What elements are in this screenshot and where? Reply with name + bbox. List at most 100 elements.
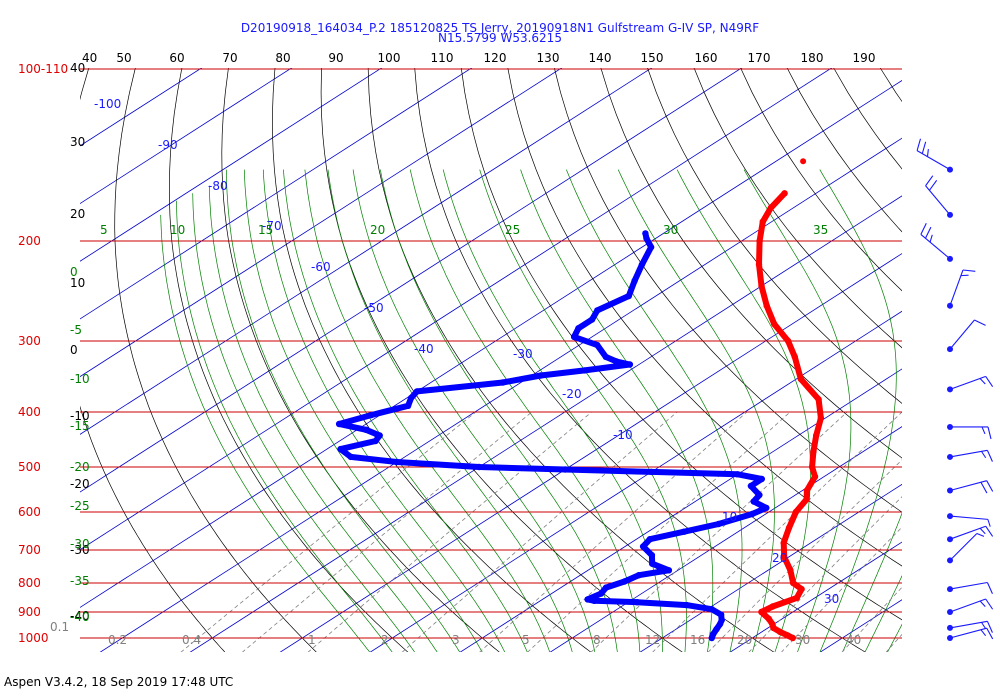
moist-adiabat-line bbox=[379, 169, 618, 652]
dry-adiabat-line bbox=[647, 68, 902, 404]
temperature-trace-point bbox=[803, 496, 810, 503]
top-temp-label: 60 bbox=[169, 51, 184, 65]
wind-barb-flag bbox=[987, 519, 991, 527]
mixing-ratio-line bbox=[885, 633, 902, 652]
wind-barb-shaft bbox=[949, 375, 986, 390]
dewpoint-trace-point bbox=[749, 510, 756, 518]
temperature-trace-point bbox=[758, 282, 765, 290]
left-temp-c-label: 0 bbox=[70, 265, 78, 279]
temperature-trace-point bbox=[797, 375, 804, 383]
dry-adiabat-line bbox=[320, 68, 683, 652]
temperature-trace-point bbox=[813, 432, 820, 439]
temperature-trace-point bbox=[769, 603, 776, 610]
dewpoint-trace-point bbox=[750, 498, 757, 505]
moist-adiabat-line bbox=[617, 169, 775, 652]
temperature-trace-point bbox=[810, 448, 817, 455]
dewpoint-trace-point bbox=[713, 626, 720, 633]
temperature-trace-point bbox=[811, 473, 819, 480]
left-temp-c-label: -40 bbox=[70, 610, 90, 624]
dewpoint-trace-point bbox=[537, 372, 544, 379]
wind-barb-shaft bbox=[949, 581, 988, 590]
isotherm-label: -80 bbox=[208, 179, 228, 193]
moist-adiabat-label: 20 bbox=[370, 223, 385, 237]
moist-adiabat-line bbox=[479, 169, 687, 652]
isotherm-label: 30 bbox=[824, 592, 839, 606]
dewpoint-trace-point bbox=[372, 437, 379, 445]
dewpoint-trace-point bbox=[393, 458, 400, 466]
moist-adiabat-line bbox=[327, 169, 573, 652]
temperature-trace-point bbox=[767, 204, 774, 212]
wind-barb-flag bbox=[986, 621, 993, 633]
dewpoint-trace-point bbox=[747, 482, 755, 490]
temperature-trace-point bbox=[803, 487, 811, 494]
wind-barb-flag bbox=[926, 148, 929, 157]
isotherm-label: 10 bbox=[722, 510, 737, 524]
mixing-ratio-label: 0.4 bbox=[182, 633, 201, 647]
isotherm-line bbox=[639, 483, 902, 652]
pressure-label: 300 bbox=[18, 334, 41, 348]
top-temp-label: 140 bbox=[589, 51, 612, 65]
dewpoint-trace-point bbox=[594, 341, 601, 349]
temperature-trace-point bbox=[784, 632, 791, 639]
left-temp-f-label: -40 bbox=[70, 609, 90, 623]
temperature-trace-point bbox=[755, 261, 763, 268]
dewpoint-trace-point bbox=[763, 504, 770, 512]
dewpoint-trace-point bbox=[588, 316, 596, 323]
dewpoint-trace-point bbox=[376, 432, 383, 439]
dewpoint-trace-point bbox=[635, 572, 642, 579]
pressure-label: 800 bbox=[18, 576, 41, 590]
dewpoint-trace-point bbox=[499, 379, 506, 386]
dewpoint-trace-point bbox=[709, 631, 717, 638]
temperature-trace-point bbox=[793, 594, 800, 602]
mixing-ratio-label: 40 bbox=[846, 633, 861, 647]
left-temp-f-label: -20 bbox=[70, 477, 90, 491]
wind-barb-shaft bbox=[949, 627, 987, 639]
moist-adiabat-line bbox=[743, 169, 852, 652]
isotherm-line bbox=[729, 541, 902, 652]
isotherm-line bbox=[279, 253, 902, 652]
wind-barb-shaft bbox=[949, 598, 986, 613]
isotherm-line bbox=[80, 68, 203, 147]
dewpoint-trace-point bbox=[638, 261, 646, 268]
dry-adiabat-line bbox=[786, 68, 902, 233]
mixing-ratio-line bbox=[652, 411, 902, 652]
mixing-ratio-label: 0.2 bbox=[108, 633, 127, 647]
temperature-trace-point bbox=[798, 585, 805, 593]
isotherm-line bbox=[459, 368, 902, 652]
isotherm-line bbox=[80, 68, 743, 493]
dry-adiabat-line bbox=[833, 68, 902, 170]
top-temp-label: 150 bbox=[641, 51, 664, 65]
dewpoint-trace-point bbox=[626, 361, 634, 368]
wind-barb-flag bbox=[928, 180, 938, 191]
dry-adiabat-line bbox=[693, 68, 902, 349]
temperature-trace-point bbox=[780, 539, 787, 547]
wind-barb-flag bbox=[985, 598, 994, 610]
moist-adiabat-label: 25 bbox=[505, 223, 520, 237]
dry-adiabat-line bbox=[169, 68, 409, 652]
chart-grid bbox=[80, 68, 902, 652]
mixing-ratio-label: 3 bbox=[452, 633, 460, 647]
dry-adiabat-line bbox=[600, 68, 902, 459]
isotherm-label: -70 bbox=[262, 219, 282, 233]
wind-barb-flag bbox=[924, 226, 932, 239]
dewpoint-trace-point bbox=[643, 235, 650, 242]
mixing-ratio-label: 8 bbox=[593, 633, 601, 647]
dewpoint-trace-point bbox=[649, 560, 656, 567]
temperature-trace-point bbox=[769, 620, 776, 628]
mixing-ratio-line bbox=[527, 411, 791, 652]
dewpoint-trace-point bbox=[337, 445, 344, 453]
pressure-label: 700 bbox=[18, 543, 41, 557]
mixing-ratio-line bbox=[401, 411, 678, 652]
moist-adiabat-line bbox=[262, 169, 506, 652]
dewpoint-trace-point bbox=[613, 358, 620, 365]
wind-barb-flag bbox=[980, 629, 987, 637]
isotherm-line bbox=[80, 68, 563, 378]
chart-title: D20190918_164034_P.2 185120825 TS Jerry,… bbox=[240, 21, 760, 35]
wind-barb-shaft bbox=[949, 269, 964, 306]
isotherm-label: -60 bbox=[311, 260, 331, 274]
wind-barb-shaft bbox=[916, 150, 951, 171]
pressure-label: 200 bbox=[18, 234, 41, 248]
wind-barb-shaft bbox=[949, 480, 987, 492]
